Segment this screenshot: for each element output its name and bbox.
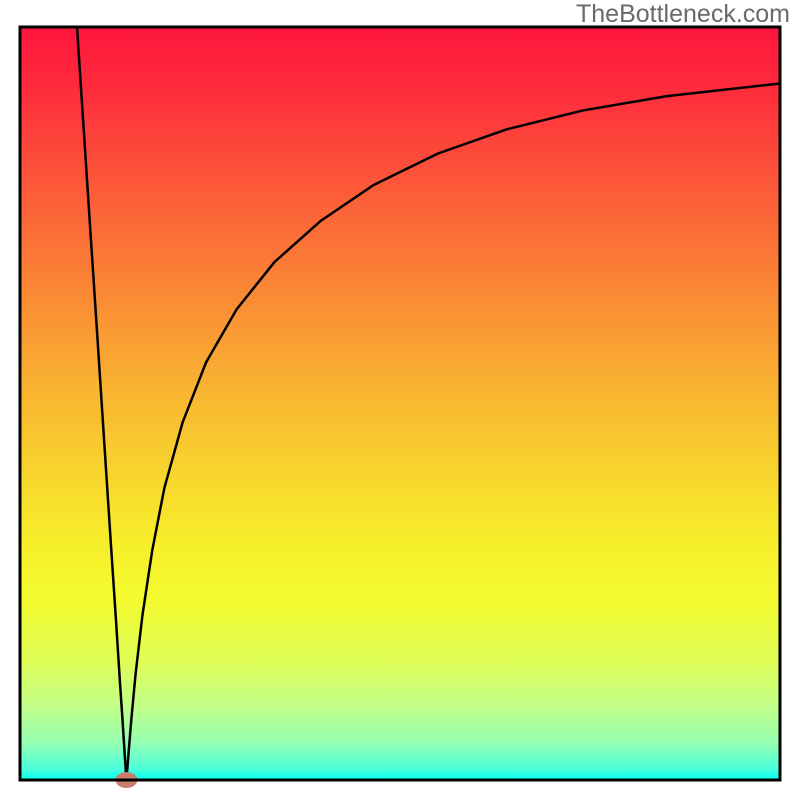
plot-background (20, 27, 780, 780)
bottleneck-chart-container: TheBottleneck.com (0, 0, 800, 800)
watermark-text: TheBottleneck.com (576, 0, 790, 29)
chart-svg (0, 0, 800, 800)
